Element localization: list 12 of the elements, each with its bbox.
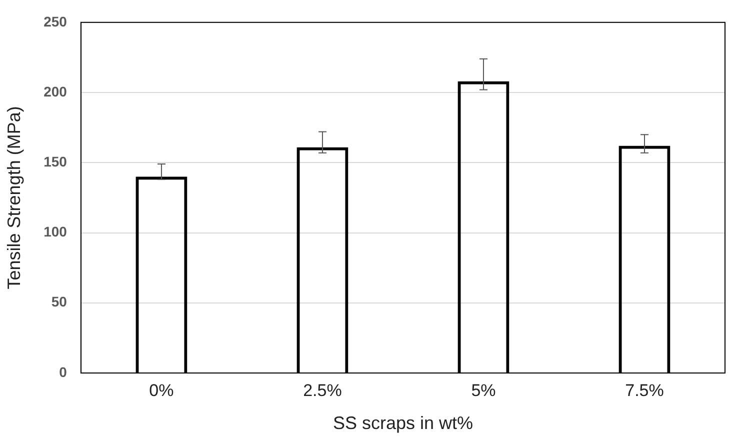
x-tick-label: 5% — [471, 380, 496, 400]
y-axis-title: Tensile Strength (MPa) — [4, 106, 24, 290]
y-tick-label: 50 — [51, 294, 68, 310]
y-tick-label: 100 — [44, 224, 68, 240]
y-tick-label: 250 — [44, 13, 68, 30]
x-tick-label: 2.5% — [303, 380, 342, 400]
x-tick-label: 0% — [149, 380, 174, 400]
y-tick-label: 200 — [44, 83, 68, 100]
y-tick-label: 150 — [44, 154, 68, 170]
x-tick-label: 7.5% — [625, 380, 664, 400]
x-axis-title: SS scraps in wt% — [332, 413, 474, 434]
y-tick-label: 0 — [59, 364, 68, 380]
